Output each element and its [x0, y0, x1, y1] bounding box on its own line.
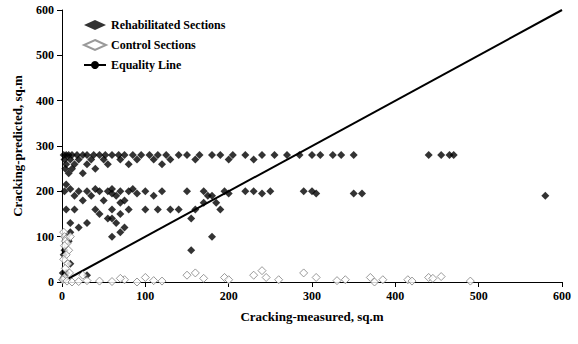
svg-text:0: 0 [59, 289, 65, 303]
svg-text:200: 200 [36, 184, 54, 198]
svg-text:100: 100 [136, 289, 154, 303]
svg-text:500: 500 [470, 289, 488, 303]
svg-text:300: 300 [303, 289, 321, 303]
svg-text:Equality Line: Equality Line [111, 58, 182, 72]
svg-text:Control Sections: Control Sections [111, 38, 196, 52]
svg-text:Rehabilitated Sections: Rehabilitated Sections [111, 18, 226, 32]
svg-text:400: 400 [36, 94, 54, 108]
svg-text:Cracking-predicted, sq.m: Cracking-predicted, sq.m [10, 75, 25, 217]
svg-text:600: 600 [553, 289, 571, 303]
svg-text:Cracking-measured, sq.m: Cracking-measured, sq.m [240, 309, 383, 324]
svg-text:600: 600 [36, 3, 54, 17]
svg-text:300: 300 [36, 139, 54, 153]
svg-text:400: 400 [386, 289, 404, 303]
svg-text:200: 200 [220, 289, 238, 303]
svg-text:0: 0 [48, 275, 54, 289]
svg-text:500: 500 [36, 48, 54, 62]
svg-text:100: 100 [36, 230, 54, 244]
